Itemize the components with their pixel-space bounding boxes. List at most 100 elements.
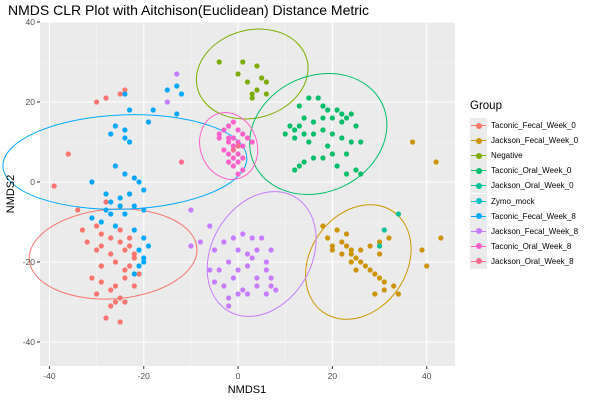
legend-items: Taconic_Fecal_Week_0 Jackson_Fecal_Week_0… bbox=[468, 118, 600, 269]
point-jackson-fecal-week-8 bbox=[226, 303, 232, 309]
point-jackson-fecal-week-8 bbox=[273, 287, 279, 293]
point-jackson-fecal-week-8 bbox=[254, 247, 260, 253]
point-jackson-fecal-week-8 bbox=[254, 283, 260, 289]
point-jackson-fecal-week-8 bbox=[221, 283, 227, 289]
data-points bbox=[51, 59, 444, 325]
point-jackson-fecal-week-8 bbox=[207, 223, 213, 229]
point-taconic-oral-week-8 bbox=[226, 151, 232, 157]
point-taconic-fecal-week-8 bbox=[112, 223, 119, 229]
y-axis-label: NMDS2 bbox=[5, 175, 17, 214]
legend-label: Taconic_Fecal_Week_8 bbox=[491, 211, 576, 221]
point-taconic-fecal-week-8 bbox=[131, 175, 137, 181]
point-taconic-oral-week-8 bbox=[235, 127, 241, 133]
x-axis-label: NMDS1 bbox=[228, 384, 267, 396]
point-jackson-fecal-week-0 bbox=[362, 263, 368, 269]
point-negative bbox=[254, 63, 260, 69]
point-negative bbox=[240, 59, 246, 65]
point-jackson-fecal-week-8 bbox=[240, 231, 246, 237]
point-negative bbox=[249, 95, 255, 101]
y-axis-ticks: -40 -20 0 20 40 bbox=[23, 17, 40, 347]
point-taconic-fecal-week-0 bbox=[136, 271, 142, 277]
legend-label: Jackson_Fecal_Week_8 bbox=[491, 226, 579, 236]
legend-item: Jackson_Oral_Week_8 bbox=[468, 253, 600, 269]
point-taconic-fecal-week-0 bbox=[89, 275, 95, 281]
point-jackson-fecal-week-0 bbox=[334, 227, 340, 233]
legend-key bbox=[470, 178, 487, 194]
point-taconic-fecal-week-0 bbox=[108, 287, 114, 293]
point-jackson-fecal-week-0 bbox=[438, 235, 444, 241]
point-taconic-fecal-week-8 bbox=[112, 123, 119, 129]
point-jackson-fecal-week-8 bbox=[230, 275, 236, 281]
point-jackson-fecal-week-0 bbox=[348, 259, 354, 265]
point-jackson-fecal-week-0 bbox=[339, 251, 345, 257]
point-taconic-oral-week-0 bbox=[348, 111, 354, 117]
point-jackson-oral-week-0 bbox=[376, 243, 383, 249]
point-taconic-oral-week-8 bbox=[230, 135, 236, 141]
point-jackson-fecal-week-8 bbox=[263, 259, 269, 265]
point-taconic-fecal-week-0 bbox=[127, 263, 133, 269]
legend-label: Taconic_Oral_Week_0 bbox=[491, 166, 572, 176]
point-jackson-fecal-week-8 bbox=[226, 259, 232, 265]
point-taconic-fecal-week-8 bbox=[145, 119, 152, 125]
point-jackson-fecal-week-0 bbox=[358, 259, 364, 265]
point-taconic-fecal-week-8 bbox=[112, 163, 119, 169]
point-taconic-oral-week-8 bbox=[216, 131, 222, 137]
point-taconic-fecal-week-0 bbox=[117, 227, 123, 233]
point-taconic-oral-week-0 bbox=[334, 163, 340, 169]
point-jackson-oral-week-0 bbox=[395, 211, 402, 217]
point-jackson-fecal-week-0 bbox=[329, 243, 335, 249]
point-taconic-fecal-week-8 bbox=[127, 139, 133, 145]
legend-item: Taconic_Fecal_Week_0 bbox=[468, 118, 600, 134]
point-jackson-fecal-week-0 bbox=[353, 255, 359, 261]
point-taconic-fecal-week-8 bbox=[108, 211, 114, 217]
point-jackson-fecal-week-0 bbox=[372, 271, 378, 277]
y-tick-label: 40 bbox=[26, 17, 36, 27]
point-taconic-fecal-week-0 bbox=[98, 231, 104, 237]
legend-key bbox=[470, 133, 487, 149]
point-taconic-fecal-week-8 bbox=[131, 271, 137, 277]
point-taconic-oral-week-0 bbox=[358, 139, 364, 145]
point-taconic-oral-week-8 bbox=[249, 139, 255, 145]
point-negative bbox=[263, 91, 269, 97]
point-taconic-oral-week-0 bbox=[339, 135, 345, 141]
point-jackson-fecal-week-8 bbox=[221, 239, 227, 245]
point-taconic-fecal-week-0 bbox=[122, 247, 128, 253]
point-taconic-fecal-week-8 bbox=[98, 219, 104, 225]
point-negative bbox=[259, 75, 265, 81]
point-taconic-fecal-week-0 bbox=[103, 199, 109, 205]
point-taconic-oral-week-0 bbox=[292, 135, 298, 141]
x-tick-label: -40 bbox=[43, 371, 56, 381]
point-taconic-fecal-week-8 bbox=[127, 107, 133, 113]
point-taconic-fecal-week-8 bbox=[103, 191, 109, 197]
point-jackson-fecal-week-0 bbox=[395, 291, 402, 297]
point-taconic-fecal-week-0 bbox=[98, 263, 104, 269]
legend-item: Jackson_Fecal_Week_0 bbox=[468, 133, 600, 149]
point-jackson-fecal-week-8 bbox=[188, 243, 194, 249]
point-jackson-fecal-week-0 bbox=[419, 247, 425, 253]
point-taconic-oral-week-0 bbox=[343, 151, 350, 157]
point-taconic-fecal-week-0 bbox=[84, 239, 90, 245]
point-jackson-fecal-week-8 bbox=[230, 235, 236, 241]
point-taconic-oral-week-8 bbox=[226, 135, 232, 141]
point-taconic-fecal-week-8 bbox=[174, 83, 180, 89]
point-taconic-oral-week-0 bbox=[343, 115, 350, 121]
point-taconic-oral-week-0 bbox=[348, 139, 354, 145]
point-taconic-fecal-week-8 bbox=[178, 91, 185, 97]
point-jackson-fecal-week-0 bbox=[381, 279, 387, 285]
point-taconic-oral-week-8 bbox=[221, 127, 227, 133]
point-taconic-oral-week-0 bbox=[325, 107, 331, 113]
legend-item: Jackson_Oral_Week_0 bbox=[468, 178, 600, 194]
point-jackson-fecal-week-0 bbox=[320, 223, 326, 229]
point-taconic-oral-week-8 bbox=[230, 155, 236, 161]
point-taconic-fecal-week-8 bbox=[122, 135, 128, 141]
point-taconic-oral-week-8 bbox=[240, 143, 246, 149]
point-taconic-fecal-week-0 bbox=[103, 315, 109, 321]
point-jackson-fecal-week-8 bbox=[226, 295, 232, 301]
point-taconic-oral-week-0 bbox=[334, 107, 340, 113]
point-jackson-fecal-week-8 bbox=[235, 291, 241, 297]
point-negative bbox=[244, 79, 251, 85]
point-taconic-fecal-week-8 bbox=[141, 187, 147, 193]
point-jackson-fecal-week-8 bbox=[240, 287, 246, 293]
x-tick-label: 0 bbox=[236, 371, 241, 381]
point-jackson-fecal-week-8 bbox=[216, 267, 222, 273]
